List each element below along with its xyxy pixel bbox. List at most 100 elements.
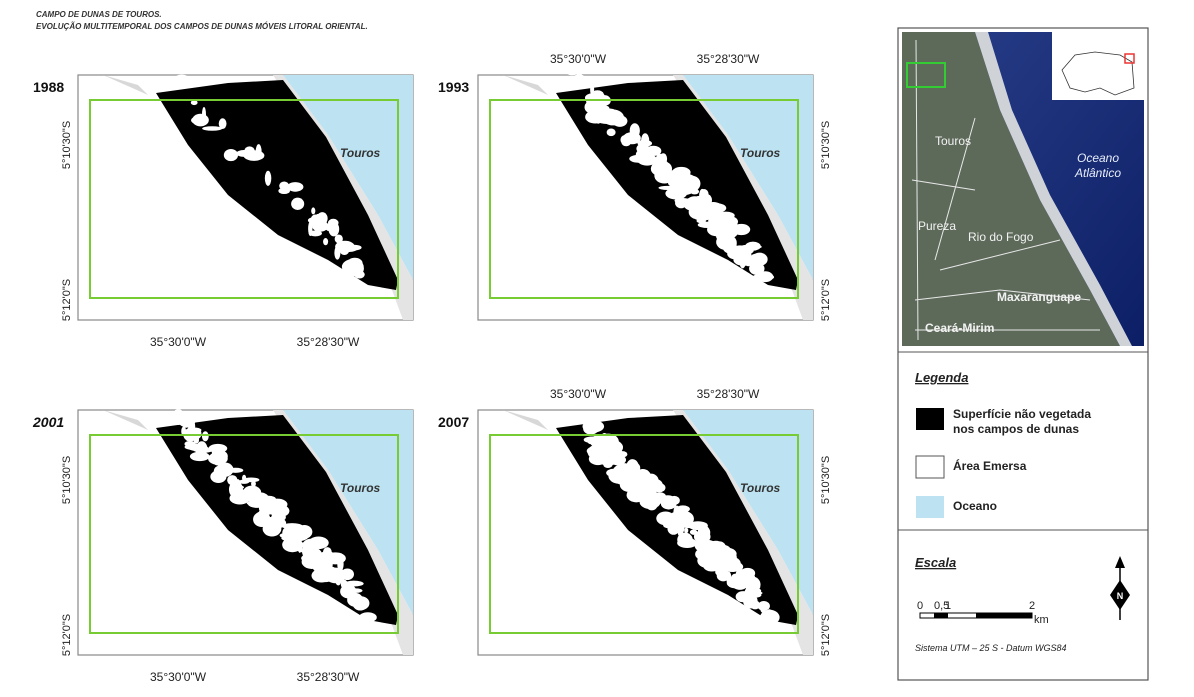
vegetated-patch (718, 222, 740, 232)
vegetated-patch (637, 491, 654, 496)
vegetated-patch (202, 431, 209, 441)
vegetated-patch (202, 126, 222, 130)
map-panel: Touros20075°10'30"S35°30'0"W5°12'0"S35°2… (438, 387, 832, 656)
north-label: N (1117, 591, 1124, 601)
vegetated-patch (208, 444, 227, 453)
vegetated-patch (735, 569, 746, 582)
inset-place: Pureza (918, 219, 956, 233)
vegetated-patch (673, 506, 680, 520)
vegetated-patch (744, 593, 750, 601)
scale-bar (920, 613, 1032, 618)
scale-tick: 1 (945, 600, 951, 612)
year-label: 2001 (32, 414, 64, 430)
vegetated-patch (703, 559, 721, 571)
figure: CAMPO DE DUNAS DE TOUROS. EVOLUÇÃO MULTI… (0, 0, 1194, 692)
vegetated-patch (690, 189, 699, 195)
vegetated-patch (643, 149, 654, 155)
vegetated-patch (350, 588, 363, 592)
vegetated-patch (738, 229, 745, 233)
vegetated-patch (236, 489, 257, 501)
inset-place: Touros (935, 134, 971, 148)
vegetated-patch (359, 612, 377, 622)
latitude-label: 5°10'30"S (61, 121, 73, 169)
vegetated-patch (247, 501, 260, 505)
vegetated-patch (766, 610, 772, 622)
longitude-label: 35°30'0"W (550, 52, 607, 66)
vegetated-patch (609, 456, 614, 463)
vegetated-patch (706, 206, 721, 219)
vegetated-patch (644, 474, 659, 489)
scale-segment (934, 613, 948, 618)
title: CAMPO DE DUNAS DE TOUROS. (36, 10, 162, 19)
vegetated-patch (677, 538, 697, 548)
longitude-label: 35°30'0"W (150, 670, 207, 684)
vegetated-patch (744, 256, 752, 267)
legend-label: Superfície não vegetada (953, 407, 1091, 421)
vegetated-patch (717, 570, 730, 582)
vegetated-patch (684, 528, 688, 534)
vegetated-patch (599, 108, 616, 117)
vegetated-patch (311, 207, 315, 214)
vegetated-patch (339, 244, 349, 255)
vegetated-patch (265, 171, 271, 186)
vegetated-patch (174, 75, 189, 82)
vegetated-patch (607, 129, 616, 137)
vegetated-patch (721, 549, 725, 560)
map-panel: Touros19885°10'30"S35°30'0"W5°12'0"S35°2… (33, 75, 413, 349)
vegetated-patch (730, 581, 749, 586)
inset-place: Ceará-Mirim (925, 321, 994, 335)
scale-tick: 2 (1029, 600, 1035, 612)
vegetated-patch (279, 181, 289, 190)
vegetated-patch (637, 154, 657, 166)
latitude-label: 5°12'0"S (820, 279, 832, 321)
vegetated-patch (291, 198, 304, 210)
vegetated-patch (347, 593, 363, 607)
vegetated-patch (192, 114, 209, 127)
place-label: Touros (340, 146, 381, 160)
vegetated-patch (593, 436, 602, 440)
inset-ocean: Atlântico (1074, 166, 1121, 180)
latitude-label: 5°12'0"S (61, 279, 73, 321)
longitude-label: 35°28'30"W (697, 387, 760, 401)
latitude-label: 5°12'0"S (820, 614, 832, 656)
longitude-label: 35°30'0"W (550, 387, 607, 401)
vegetated-patch (172, 409, 184, 425)
vegetated-patch (308, 221, 312, 236)
vegetated-patch (653, 489, 657, 504)
vegetated-patch (187, 426, 192, 441)
subtitle: EVOLUÇÃO MULTITEMPORAL DOS CAMPOS DE DUN… (36, 22, 368, 31)
latitude-label: 5°10'30"S (61, 456, 73, 504)
vegetated-patch (314, 214, 322, 227)
vegetated-patch (325, 568, 346, 584)
legend-title: Legenda (915, 370, 968, 385)
vegetated-patch (587, 446, 605, 455)
vegetated-patch (605, 451, 616, 457)
longitude-label: 35°28'30"W (297, 335, 360, 349)
vegetated-patch (342, 259, 364, 274)
vegetated-patch (567, 71, 578, 75)
latitude-label: 5°10'30"S (820, 456, 832, 504)
legend-swatch-land (916, 456, 944, 478)
year-label: 2007 (438, 414, 469, 430)
vegetated-patch (722, 557, 741, 572)
scale-tick: 0 (917, 600, 923, 612)
place-label: Touros (740, 146, 781, 160)
inset-ocean: Oceano (1077, 151, 1119, 165)
vegetated-patch (698, 206, 705, 221)
map-panel: Touros20015°10'30"S35°30'0"W5°12'0"S35°2… (32, 409, 413, 684)
vegetated-patch (216, 462, 233, 476)
scale-segment (976, 613, 1032, 618)
vegetated-patch (755, 256, 764, 266)
vegetated-patch (623, 132, 641, 144)
vegetated-patch (753, 273, 774, 280)
vegetated-patch (678, 521, 684, 534)
map-panel: Touros19935°10'30"S35°30'0"W5°12'0"S35°2… (438, 52, 832, 321)
vegetated-patch (730, 247, 748, 251)
vegetated-patch (675, 198, 687, 209)
vegetated-patch (243, 477, 259, 482)
vegetated-patch (579, 84, 587, 88)
latitude-label: 5°10'30"S (820, 121, 832, 169)
longitude-label: 35°30'0"W (150, 335, 207, 349)
longitude-label: 35°28'30"W (297, 670, 360, 684)
vegetated-patch (344, 581, 363, 587)
